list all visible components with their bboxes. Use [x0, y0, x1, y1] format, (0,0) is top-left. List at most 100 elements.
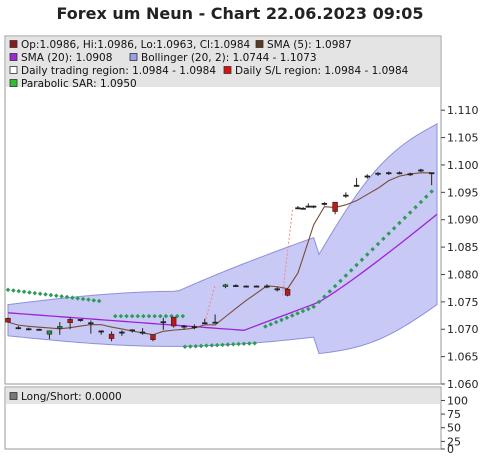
- sar-dot: [381, 236, 386, 242]
- sar-dot: [322, 294, 327, 299]
- sub-legend-background: [6, 388, 440, 404]
- sar-dot: [96, 298, 102, 304]
- candle-body: [243, 285, 249, 288]
- sar-dot: [129, 313, 135, 319]
- bollinger-band: [7, 123, 438, 355]
- gap-line-0: [204, 284, 216, 323]
- sar-dot: [343, 273, 349, 278]
- sar-dot: [354, 262, 359, 268]
- candle-body: [46, 330, 53, 335]
- sar-dot: [413, 204, 418, 210]
- y-tick-label: 1.105: [447, 132, 479, 145]
- candle-body: [295, 207, 301, 210]
- sub-y-tick-label: 100: [447, 394, 468, 407]
- y-tick-label: 1.095: [447, 186, 479, 199]
- y-tick-label: 1.110: [447, 104, 479, 117]
- sar-dot: [198, 343, 204, 349]
- sar-dot: [204, 343, 209, 348]
- candle-body: [233, 285, 239, 287]
- sar-dot: [163, 313, 169, 319]
- candle-body: [160, 321, 167, 324]
- sar-dot: [146, 313, 152, 319]
- sar-dot: [225, 342, 231, 347]
- candle-body: [364, 175, 370, 178]
- longshort-swatch-icon: [9, 392, 18, 400]
- sar-dot: [391, 225, 397, 231]
- sar-dot: [32, 290, 38, 296]
- sar-dot: [418, 199, 424, 205]
- candle-body: [353, 184, 360, 187]
- candle-body: [264, 285, 270, 288]
- sar-dot: [338, 278, 343, 284]
- chart-title: Forex um Neun - Chart 22.06.2023 09:05: [56, 4, 423, 23]
- sar-dot: [268, 322, 274, 327]
- sar-dot: [289, 313, 295, 318]
- main-legend: Op:1.0986, Hi:1.0986, Lo:1.0963, Cl:1.09…: [6, 37, 440, 90]
- sar-dot: [91, 298, 97, 303]
- candle-body: [191, 326, 198, 329]
- candle-body: [181, 325, 187, 328]
- candle-body: [407, 173, 413, 176]
- sar-dot: [252, 340, 257, 346]
- candle-body: [150, 334, 156, 340]
- candle-body: [15, 327, 22, 330]
- sar-dot: [75, 296, 80, 301]
- legend-background: [6, 37, 440, 87]
- candle-body: [321, 202, 328, 205]
- sar-dot: [193, 343, 198, 349]
- sma20-line: [7, 213, 438, 331]
- candle-body: [67, 319, 73, 323]
- sar-dot: [43, 292, 48, 297]
- sub-y-tick-label: 0: [447, 443, 454, 456]
- bollinger-swatch-icon: [129, 53, 138, 61]
- sar-dot: [424, 194, 429, 199]
- sar-dot: [220, 342, 225, 348]
- sar-dot: [279, 317, 284, 323]
- sar-dot: [247, 341, 252, 346]
- candle-body: [300, 207, 306, 210]
- y-tick-label: 1.100: [447, 159, 479, 172]
- sar-dot: [306, 306, 311, 312]
- candle-body: [98, 330, 104, 333]
- y-tick-label: 1.075: [447, 296, 479, 309]
- sar-dot: [124, 313, 129, 319]
- sar-dot: [180, 313, 186, 319]
- legend-entry-2: SMA (20): 1.0908: [21, 52, 112, 64]
- candle-body: [305, 205, 311, 208]
- candle-body: [139, 331, 146, 334]
- sar-dot: [359, 257, 365, 263]
- sub-legend-entry: Long/Short: 0.0000: [21, 391, 122, 403]
- sar-dot: [21, 289, 27, 295]
- sma5-swatch-icon: [255, 40, 264, 48]
- y-tick-label: 1.060: [447, 378, 479, 391]
- gap-line-1: [281, 207, 294, 296]
- candle-body: [108, 333, 115, 339]
- y-tick-label: 1.085: [447, 241, 479, 254]
- sar-dot: [429, 189, 434, 194]
- candle-body: [284, 288, 291, 296]
- legend-entry-6: Parabolic SAR: 1.0950: [21, 78, 137, 90]
- sar-dot: [11, 288, 16, 293]
- candle-body: [77, 319, 84, 321]
- ohlc-swatch-icon: [9, 40, 18, 48]
- candle-body: [396, 172, 403, 175]
- sub-y-tick-label: 25: [447, 435, 461, 448]
- sar-dot: [284, 315, 290, 321]
- sar-dot: [86, 297, 91, 302]
- y-tick-label: 1.080: [447, 268, 479, 281]
- sma5-line: [7, 172, 432, 336]
- candle-body: [343, 194, 349, 197]
- legend-entry-0: Op:1.0986, Hi:1.0986, Lo:1.0963, Cl:1.09…: [21, 39, 251, 51]
- candle-body: [310, 205, 317, 208]
- sar-dot: [348, 268, 354, 273]
- sar-dot: [311, 304, 316, 310]
- legend-entry-5: Daily S/L region: 1.0984 - 1.0984: [235, 65, 409, 77]
- main-price-panel: 1.060 1.065 1.070 1.075 1.080 1.085 1.090 1.095…: [4, 35, 479, 391]
- sar-dot: [327, 289, 333, 294]
- candle-body: [5, 317, 11, 323]
- candle-body: [418, 169, 424, 172]
- sar-dot: [135, 313, 141, 319]
- sar-dot: [273, 319, 279, 325]
